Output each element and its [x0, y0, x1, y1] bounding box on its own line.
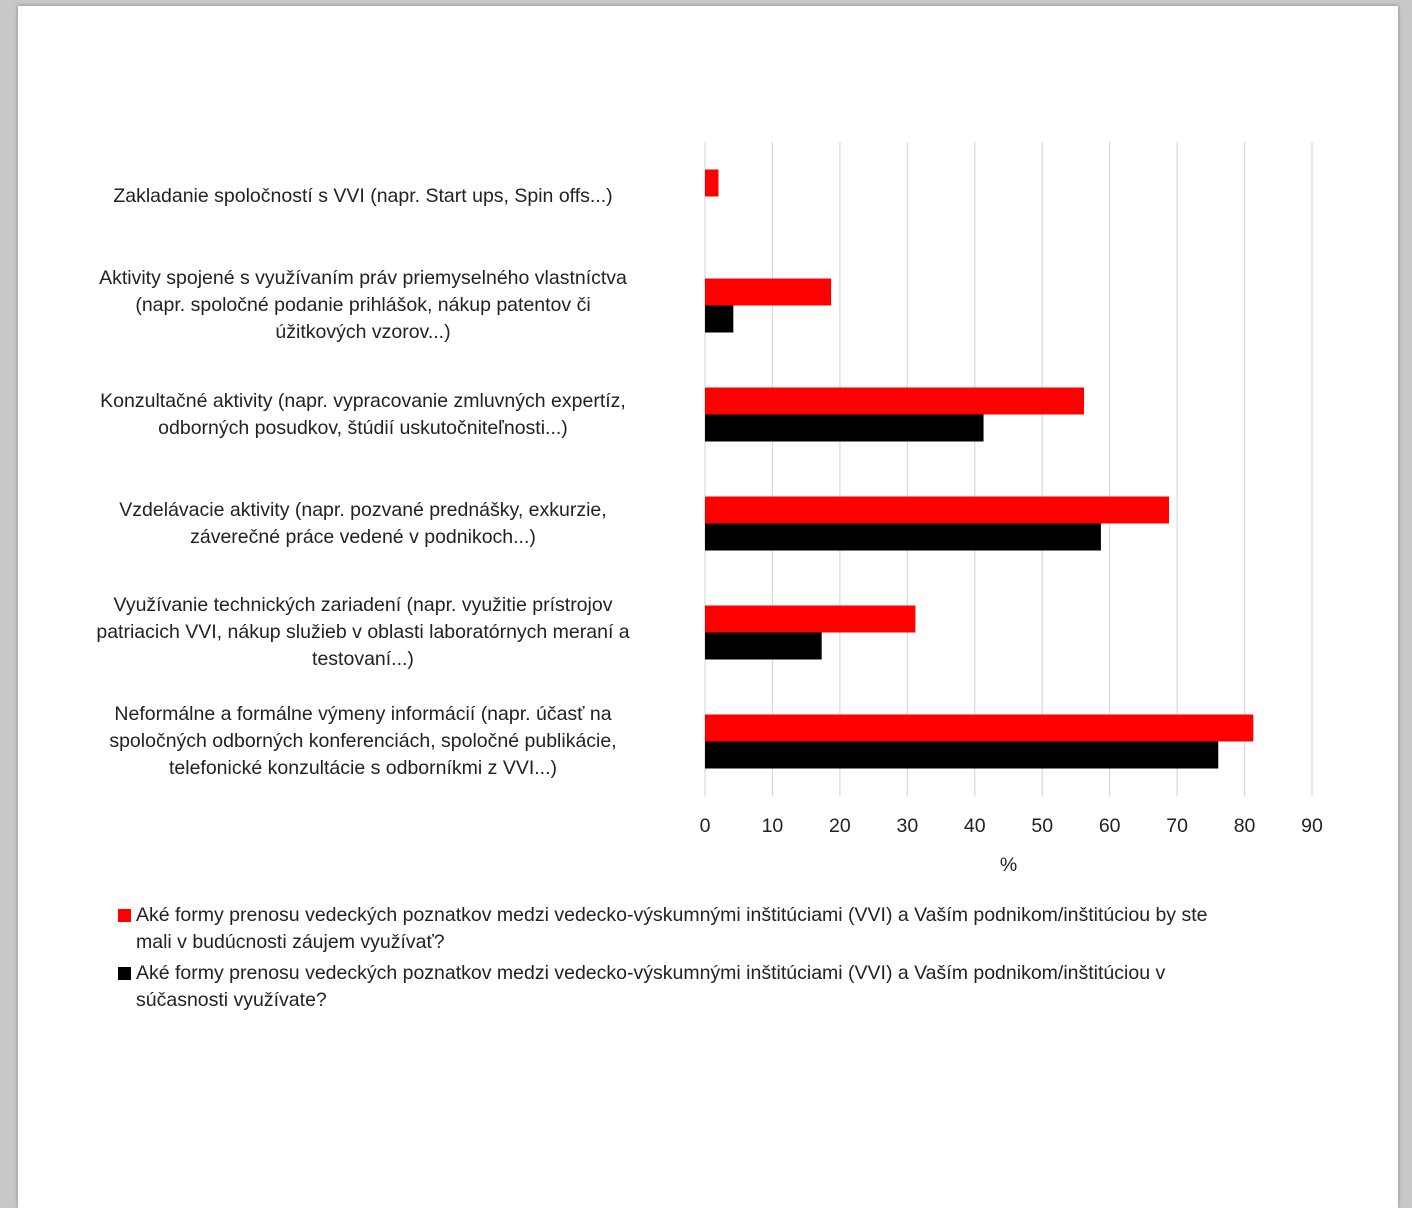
x-tick-label: 80	[1234, 815, 1256, 837]
category-label-line: Konzultačné aktivity (napr. vypracovanie…	[100, 389, 626, 412]
category-label-line: telefonické konzultácie s odborníkmi z V…	[168, 757, 557, 779]
chart-legend: Aké formy prenosu vedeckých poznatkov me…	[118, 902, 1368, 1018]
x-tick-label: 70	[1166, 815, 1188, 837]
legend-item: Aké formy prenosu vedeckých poznatkov me…	[118, 902, 1368, 956]
x-tick-label: 60	[1099, 815, 1121, 837]
category-label-line: odborných posudkov, štúdií uskutočniteľn…	[158, 416, 568, 439]
category-label-line: (napr. spoločné podanie prihlášok, nákup…	[135, 294, 591, 316]
bar-future-interest	[705, 169, 719, 197]
category-label: Zakladanie spoločností s VVI (napr. Star…	[43, 183, 683, 210]
category-label: Vzdelávacie aktivity (napr. pozvané pred…	[43, 497, 683, 551]
legend-text: mali v budúcnosti záujem využívať?	[136, 931, 445, 953]
x-tick-label: 10	[762, 815, 784, 837]
bar-current-use	[705, 305, 734, 333]
category-label-line: Zakladanie spoločností s VVI (napr. Star…	[113, 185, 613, 207]
x-tick-label: 40	[964, 815, 986, 837]
x-tick-label: 50	[1031, 815, 1053, 837]
bar-current-use	[705, 414, 984, 442]
bar-future-interest	[705, 605, 916, 633]
x-tick-label: 20	[829, 815, 851, 837]
x-axis-title: %	[1000, 854, 1017, 876]
bar-current-use	[705, 741, 1219, 769]
bar-chart: 0 10 20 30 40 50 60 70 80 90%	[700, 142, 1323, 876]
category-label-line: Aktivity spojené s využívaním práv priem…	[99, 267, 627, 289]
category-label-line: patriacich VVI, nákup služieb v oblasti …	[96, 621, 630, 643]
legend-swatch	[118, 967, 131, 980]
bar-future-interest	[705, 278, 832, 306]
legend-text: Aké formy prenosu vedeckých poznatkov me…	[136, 962, 1166, 984]
category-label: Využívanie technických zariadení (napr. …	[43, 592, 683, 673]
legend-swatch	[118, 909, 131, 922]
category-label-line: testovaní...)	[312, 648, 414, 670]
category-label-line: úžitkových vzorov...)	[275, 321, 451, 343]
legend-text: Aké formy prenosu vedeckých poznatkov me…	[136, 904, 1208, 926]
bar-current-use	[705, 632, 822, 660]
x-tick-label: 90	[1301, 815, 1323, 837]
category-label: Aktivity spojené s využívaním práv priem…	[43, 265, 683, 346]
category-label-line: Vzdelávacie aktivity (napr. pozvané pred…	[119, 498, 607, 521]
category-label-line: Neformálne a formálne výmeny informácií …	[114, 703, 612, 725]
bar-future-interest	[705, 387, 1085, 415]
category-label: Konzultačné aktivity (napr. vypracovanie…	[43, 388, 683, 442]
bar-current-use	[705, 523, 1101, 551]
x-tick-label: 30	[896, 815, 918, 837]
category-label-line: Využívanie technických zariadení (napr. …	[113, 594, 613, 616]
x-tick-label: 0	[700, 815, 711, 837]
legend-item: Aké formy prenosu vedeckých poznatkov me…	[118, 960, 1368, 1014]
bar-future-interest	[705, 496, 1170, 524]
document-page: 0 10 20 30 40 50 60 70 80 90% Zakladanie spoločno…	[18, 6, 1398, 1208]
bar-future-interest	[705, 714, 1254, 742]
category-label: Neformálne a formálne výmeny informácií …	[43, 701, 683, 782]
legend-text: súčasnosti využívate?	[136, 989, 327, 1011]
category-label-line: záverečné práce vedené v podnikoch...)	[190, 525, 536, 548]
category-label-line: spoločných odborných konferenciách, spol…	[109, 730, 617, 752]
